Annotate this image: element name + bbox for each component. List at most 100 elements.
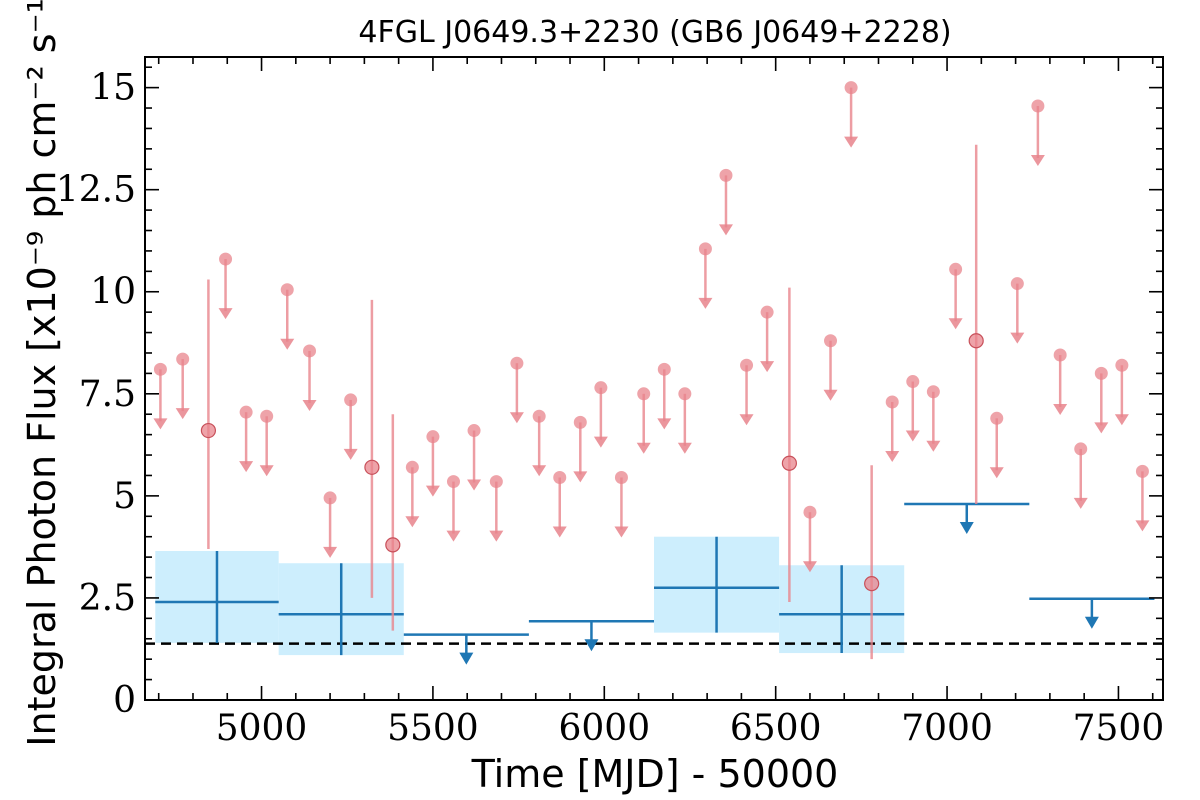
- short-bin-upper-limit-12: [467, 424, 481, 438]
- long-bin-error-bands: [155, 536, 905, 656]
- y-axis-label: Integral Photon Flux [x10⁻⁹ ph cm⁻² s⁻¹]: [20, 0, 64, 747]
- short-bin-upper-limit-arrow-31: [905, 430, 920, 442]
- short-bin-upper-limit-29: [844, 81, 858, 95]
- plot-frame: [144, 56, 1164, 701]
- short-bin-upper-limit-arrow-40: [1114, 414, 1129, 426]
- y-tick-label: 10: [90, 272, 136, 313]
- short-bin-upper-limit-24: [719, 168, 733, 182]
- short-bin-upper-limit-40: [1115, 358, 1129, 372]
- short-bin-upper-limit-arrow-32: [926, 440, 941, 452]
- short-bin-upper-limit-4: [260, 409, 274, 423]
- long-bin-upper-limit-arrow-1: [584, 639, 599, 652]
- x-tick-label: 7500: [1073, 708, 1165, 749]
- short-bin-upper-limit-arrow-9: [405, 516, 420, 528]
- x-tick-label: 5000: [216, 708, 308, 749]
- short-bin-upper-limit-arrow-28: [823, 389, 838, 401]
- short-bin-upper-limit-arrow-33: [948, 318, 963, 330]
- short-bin-upper-limit-arrow-30: [885, 450, 900, 462]
- short-bin-upper-limit-27: [803, 505, 817, 519]
- short-bin-upper-limit-arrow-38: [1073, 497, 1088, 509]
- short-bin-upper-limit-arrow-21: [657, 418, 672, 430]
- x-tick-label: 6500: [730, 708, 822, 749]
- short-bin-upper-limit-arrow-17: [573, 471, 588, 483]
- short-bin-point-3: [781, 455, 797, 471]
- long-bin-upper-limit-arrow-2: [959, 522, 974, 535]
- short-bin-upper-limit-arrow-10: [425, 485, 440, 497]
- short-bin-upper-limit-arrow-15: [532, 465, 547, 477]
- short-bin-series: [153, 81, 1150, 660]
- y-tick-label: 12.5: [56, 170, 136, 211]
- short-bin-upper-limit-arrow-12: [467, 479, 482, 491]
- short-bin-upper-limit-17: [573, 415, 587, 429]
- short-bin-upper-limit-19: [614, 471, 628, 485]
- long-bin-upper-limit-arrow-3: [1084, 616, 1099, 629]
- short-bin-upper-limit-11: [446, 475, 460, 489]
- x-tick-label: 6000: [558, 708, 650, 749]
- y-tick-label: 5: [113, 476, 136, 517]
- short-bin-upper-limit-7: [323, 491, 337, 505]
- short-bin-upper-limit-3: [239, 405, 253, 419]
- short-bin-upper-limit-28: [824, 334, 838, 348]
- short-bin-upper-limit-arrow-1: [175, 408, 190, 420]
- short-bin-point-1: [364, 459, 380, 475]
- short-bin-upper-limit-32: [926, 385, 940, 399]
- short-bin-upper-limit-arrow-34: [989, 467, 1004, 479]
- short-bin-upper-limit-arrow-19: [614, 526, 629, 538]
- short-bin-upper-limit-39: [1094, 366, 1108, 380]
- short-bin-upper-limit-arrow-35: [1010, 332, 1025, 344]
- x-axis-label: Time [MJD] - 50000: [471, 752, 839, 796]
- short-bin-upper-limit-25: [740, 358, 754, 372]
- short-bin-point-2: [385, 537, 401, 553]
- short-bin-point-4: [864, 576, 880, 592]
- short-bin-upper-limit-arrow-39: [1094, 422, 1109, 434]
- short-bin-upper-limit-26: [760, 305, 774, 319]
- y-tick-label: 15: [90, 68, 136, 109]
- y-tick-label: 2.5: [79, 578, 136, 619]
- short-bin-upper-limit-arrow-20: [636, 442, 651, 454]
- short-bin-upper-limit-15: [532, 409, 546, 423]
- short-bin-upper-limit-arrow-16: [552, 526, 567, 538]
- short-bin-upper-limit-arrow-4: [259, 465, 274, 477]
- axis-ticks: 5000 5500 6000 6500 7000 7500 0 2.5 5 7.5 10 12.5 15: [56, 57, 1164, 749]
- short-bin-upper-limit-arrow-11: [446, 530, 461, 542]
- short-bin-upper-limit-arrow-29: [844, 136, 859, 148]
- short-bin-upper-limit-13: [489, 475, 503, 489]
- short-bin-upper-limit-arrow-25: [739, 414, 754, 426]
- short-bin-upper-limit-arrow-23: [698, 297, 713, 309]
- short-bin-upper-limit-10: [426, 430, 440, 444]
- short-bin-upper-limit-0: [153, 362, 167, 376]
- short-bin-point-0: [200, 422, 217, 439]
- short-bin-upper-limit-18: [594, 381, 608, 395]
- short-bin-upper-limit-31: [906, 375, 920, 389]
- short-bin-upper-limit-arrow-26: [760, 361, 775, 373]
- short-bin-upper-limit-arrow-6: [302, 399, 317, 411]
- short-bin-upper-limit-14: [510, 356, 524, 370]
- short-bin-upper-limit-arrow-7: [323, 546, 338, 558]
- short-bin-upper-limit-37: [1053, 348, 1067, 362]
- short-bin-upper-limit-arrow-27: [802, 561, 817, 573]
- short-bin-upper-limit-20: [637, 387, 651, 401]
- short-bin-upper-limit-21: [657, 362, 671, 376]
- short-bin-upper-limit-30: [885, 395, 899, 409]
- short-bin-upper-limit-arrow-18: [593, 436, 608, 448]
- short-bin-upper-limit-arrow-14: [509, 412, 524, 424]
- short-bin-upper-limit-35: [1010, 277, 1024, 291]
- short-bin-upper-limit-arrow-41: [1135, 520, 1150, 532]
- short-bin-upper-limit-arrow-2: [218, 308, 233, 320]
- x-tick-label: 7000: [901, 708, 993, 749]
- short-bin-upper-limit-34: [990, 411, 1004, 425]
- short-bin-upper-limit-arrow-36: [1030, 154, 1045, 166]
- short-bin-upper-limit-23: [698, 242, 712, 256]
- short-bin-upper-limit-arrow-37: [1053, 404, 1068, 416]
- y-tick-label: 7.5: [79, 374, 136, 415]
- long-bin-upper-limit-arrow-0: [459, 652, 474, 665]
- short-bin-upper-limit-5: [280, 283, 294, 297]
- short-bin-upper-limit-22: [678, 387, 692, 401]
- short-bin-upper-limit-33: [949, 262, 963, 276]
- short-bin-point-5: [968, 333, 984, 349]
- short-bin-upper-limit-arrow-0: [153, 418, 168, 430]
- long-bin-series: [155, 502, 1155, 665]
- short-bin-upper-limit-36: [1031, 99, 1045, 113]
- chart-title: 4FGL J0649.3+2230 (GB6 J0649+2228): [358, 15, 951, 50]
